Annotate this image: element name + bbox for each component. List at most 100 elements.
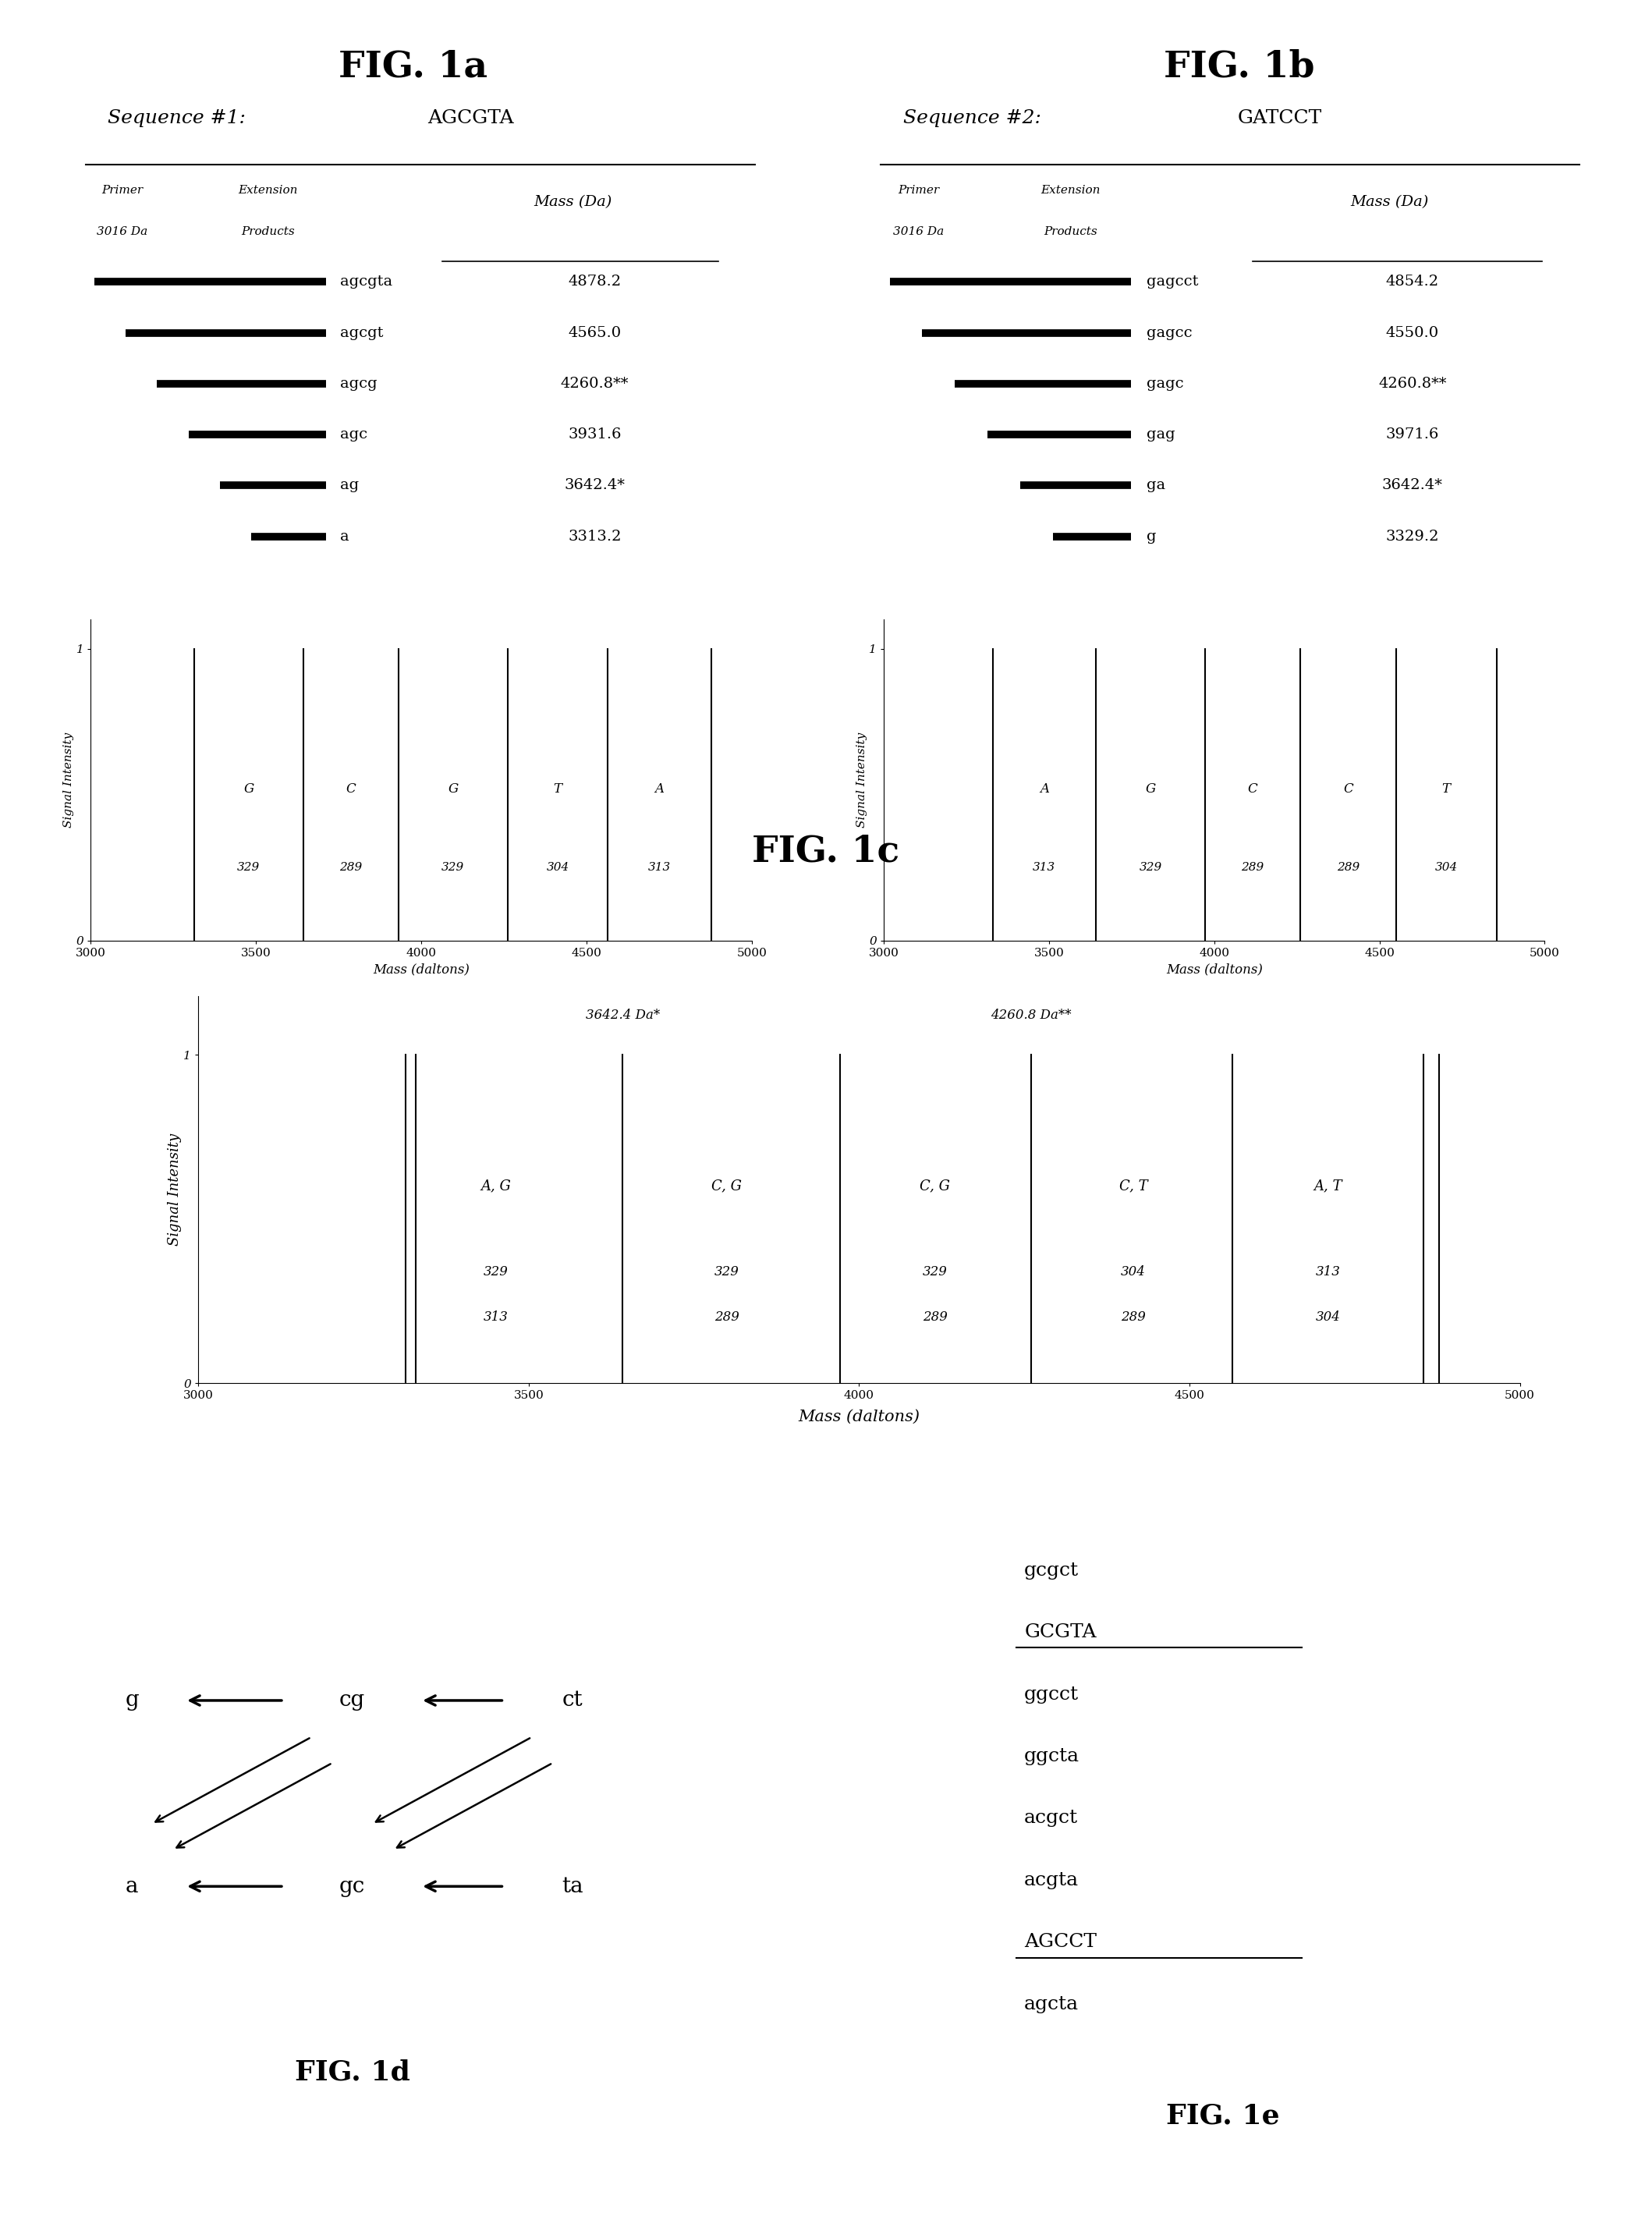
Text: C, G: C, G bbox=[712, 1180, 742, 1193]
Text: 4565.0: 4565.0 bbox=[568, 325, 621, 341]
Text: T: T bbox=[553, 781, 562, 794]
Text: gagcc: gagcc bbox=[1146, 325, 1193, 341]
Text: g: g bbox=[1146, 529, 1156, 544]
Text: G: G bbox=[1145, 781, 1156, 794]
Text: Extension: Extension bbox=[238, 186, 297, 197]
Text: 289: 289 bbox=[1336, 863, 1360, 874]
Text: 3931.6: 3931.6 bbox=[568, 427, 621, 443]
Text: ag: ag bbox=[340, 478, 358, 493]
Text: a: a bbox=[340, 529, 349, 544]
Text: Extension: Extension bbox=[1041, 186, 1100, 197]
Text: C: C bbox=[345, 781, 355, 794]
Text: A: A bbox=[654, 781, 664, 794]
Text: AGCCT: AGCCT bbox=[1024, 1934, 1097, 1952]
Text: 329: 329 bbox=[238, 863, 259, 874]
Text: Products: Products bbox=[1044, 226, 1097, 237]
Text: 289: 289 bbox=[1241, 863, 1264, 874]
Text: Primer: Primer bbox=[101, 186, 144, 197]
Text: g: g bbox=[126, 1691, 139, 1711]
Text: acgct: acgct bbox=[1024, 1810, 1079, 1828]
Text: agcgt: agcgt bbox=[340, 325, 383, 341]
Text: Mass (Da): Mass (Da) bbox=[1351, 195, 1429, 210]
Text: 313: 313 bbox=[1032, 863, 1056, 874]
Text: 4260.8**: 4260.8** bbox=[560, 376, 629, 392]
Text: 329: 329 bbox=[922, 1266, 948, 1279]
Text: gagc: gagc bbox=[1146, 376, 1183, 392]
Text: Products: Products bbox=[241, 226, 294, 237]
Text: 3016 Da: 3016 Da bbox=[894, 226, 943, 237]
Text: 4260.8**: 4260.8** bbox=[1378, 376, 1447, 392]
Y-axis label: Signal Intensity: Signal Intensity bbox=[63, 733, 74, 828]
Text: G: G bbox=[243, 781, 254, 794]
Text: 304: 304 bbox=[1436, 863, 1457, 874]
Text: acgta: acgta bbox=[1024, 1872, 1079, 1890]
Text: FIG. 1b: FIG. 1b bbox=[1163, 49, 1315, 84]
Text: 313: 313 bbox=[648, 863, 671, 874]
Y-axis label: Signal Intensity: Signal Intensity bbox=[167, 1133, 182, 1246]
Text: FIG. 1a: FIG. 1a bbox=[339, 49, 487, 84]
Text: 313: 313 bbox=[1315, 1266, 1341, 1279]
Text: A, T: A, T bbox=[1313, 1180, 1343, 1193]
Text: 313: 313 bbox=[482, 1310, 509, 1323]
X-axis label: Mass (daltons): Mass (daltons) bbox=[798, 1410, 920, 1425]
Text: a: a bbox=[126, 1877, 139, 1897]
X-axis label: Mass (daltons): Mass (daltons) bbox=[373, 963, 469, 976]
Text: 289: 289 bbox=[1120, 1310, 1146, 1323]
Text: gag: gag bbox=[1146, 427, 1175, 443]
Text: 329: 329 bbox=[441, 863, 464, 874]
Text: ga: ga bbox=[1146, 478, 1165, 493]
Text: agcgta: agcgta bbox=[340, 274, 393, 290]
Text: FIG. 1d: FIG. 1d bbox=[294, 2058, 410, 2085]
Text: FIG. 1e: FIG. 1e bbox=[1166, 2102, 1279, 2129]
Text: ct: ct bbox=[562, 1691, 583, 1711]
Text: 3642.4 Da*: 3642.4 Da* bbox=[585, 1009, 659, 1022]
Text: 289: 289 bbox=[339, 863, 362, 874]
Text: gc: gc bbox=[339, 1877, 365, 1897]
Text: Sequence #2:: Sequence #2: bbox=[904, 108, 1047, 126]
Text: 3642.4*: 3642.4* bbox=[565, 478, 624, 493]
Text: 4878.2: 4878.2 bbox=[568, 274, 621, 290]
Text: GATCCT: GATCCT bbox=[1237, 108, 1322, 126]
Text: A: A bbox=[1039, 781, 1049, 794]
Text: agcta: agcta bbox=[1024, 1996, 1079, 2014]
Text: C: C bbox=[1247, 781, 1257, 794]
Text: 304: 304 bbox=[1120, 1266, 1146, 1279]
Text: A, G: A, G bbox=[481, 1180, 510, 1193]
Text: 289: 289 bbox=[714, 1310, 740, 1323]
Text: FIG. 1c: FIG. 1c bbox=[752, 834, 900, 870]
Text: 304: 304 bbox=[547, 863, 568, 874]
Text: 3971.6: 3971.6 bbox=[1386, 427, 1439, 443]
Text: 289: 289 bbox=[922, 1310, 948, 1323]
Text: gagcct: gagcct bbox=[1146, 274, 1198, 290]
Text: G: G bbox=[448, 781, 458, 794]
Text: Mass (Da): Mass (Da) bbox=[534, 195, 611, 210]
Text: 4550.0: 4550.0 bbox=[1386, 325, 1439, 341]
Text: cg: cg bbox=[339, 1691, 365, 1711]
Text: Sequence #1:: Sequence #1: bbox=[107, 108, 251, 126]
Text: 4260.8 Da**: 4260.8 Da** bbox=[991, 1009, 1072, 1022]
Text: C, T: C, T bbox=[1118, 1180, 1148, 1193]
Text: C: C bbox=[1343, 781, 1353, 794]
Text: T: T bbox=[1442, 781, 1450, 794]
Text: 329: 329 bbox=[714, 1266, 740, 1279]
Text: agc: agc bbox=[340, 427, 368, 443]
Text: 4854.2: 4854.2 bbox=[1386, 274, 1439, 290]
Text: C, G: C, G bbox=[920, 1180, 950, 1193]
Text: ggcta: ggcta bbox=[1024, 1748, 1080, 1766]
Text: GCGTA: GCGTA bbox=[1024, 1624, 1097, 1642]
Text: 304: 304 bbox=[1315, 1310, 1341, 1323]
Text: gcgct: gcgct bbox=[1024, 1562, 1079, 1580]
Text: 329: 329 bbox=[482, 1266, 509, 1279]
Text: agcg: agcg bbox=[340, 376, 377, 392]
Text: 329: 329 bbox=[1138, 863, 1161, 874]
Text: 3313.2: 3313.2 bbox=[568, 529, 621, 544]
Text: 3016 Da: 3016 Da bbox=[97, 226, 147, 237]
Text: AGCGTA: AGCGTA bbox=[428, 108, 514, 126]
Y-axis label: Signal Intensity: Signal Intensity bbox=[856, 733, 867, 828]
Text: ta: ta bbox=[562, 1877, 583, 1897]
X-axis label: Mass (daltons): Mass (daltons) bbox=[1166, 963, 1262, 976]
Text: ggcct: ggcct bbox=[1024, 1686, 1079, 1704]
Text: 3642.4*: 3642.4* bbox=[1383, 478, 1442, 493]
Text: 3329.2: 3329.2 bbox=[1386, 529, 1439, 544]
Text: Primer: Primer bbox=[897, 186, 940, 197]
